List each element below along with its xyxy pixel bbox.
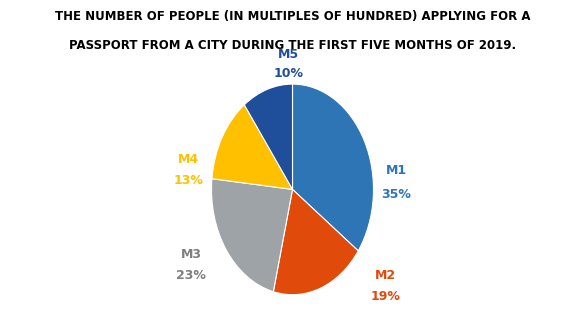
Wedge shape	[245, 84, 292, 189]
Text: 35%: 35%	[381, 188, 411, 201]
Wedge shape	[292, 84, 373, 251]
Text: THE NUMBER OF PEOPLE (IN MULTIPLES OF HUNDRED) APPLYING FOR A: THE NUMBER OF PEOPLE (IN MULTIPLES OF HU…	[55, 10, 530, 22]
Text: 23%: 23%	[176, 269, 206, 282]
Wedge shape	[212, 179, 292, 292]
Wedge shape	[273, 189, 358, 295]
Text: M1: M1	[386, 164, 407, 177]
Text: 13%: 13%	[174, 175, 204, 187]
Text: M5: M5	[278, 48, 299, 61]
Text: M4: M4	[178, 153, 199, 166]
Text: M2: M2	[375, 269, 396, 282]
Wedge shape	[212, 105, 292, 189]
Text: 19%: 19%	[371, 290, 401, 303]
Text: 10%: 10%	[273, 67, 304, 80]
Text: PASSPORT FROM A CITY DURING THE FIRST FIVE MONTHS OF 2019.: PASSPORT FROM A CITY DURING THE FIRST FI…	[69, 39, 516, 51]
Text: M3: M3	[181, 248, 202, 261]
